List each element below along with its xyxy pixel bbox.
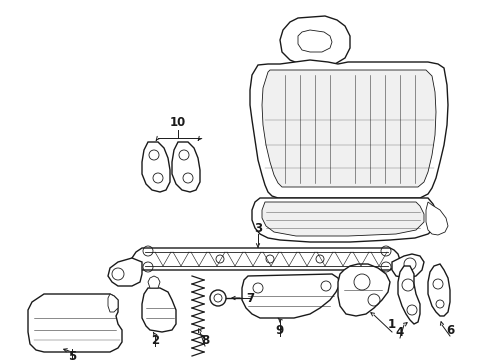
Polygon shape xyxy=(142,288,176,332)
Polygon shape xyxy=(132,248,399,270)
Polygon shape xyxy=(142,142,170,192)
Polygon shape xyxy=(262,70,435,187)
Polygon shape xyxy=(427,264,449,316)
Text: 1: 1 xyxy=(387,319,395,332)
Polygon shape xyxy=(28,294,122,352)
Text: 4: 4 xyxy=(395,325,403,338)
Polygon shape xyxy=(262,202,423,236)
Polygon shape xyxy=(251,198,437,242)
Polygon shape xyxy=(397,266,419,324)
Polygon shape xyxy=(337,264,389,316)
Polygon shape xyxy=(425,202,447,235)
Polygon shape xyxy=(391,254,423,278)
Polygon shape xyxy=(172,142,200,192)
Text: 6: 6 xyxy=(445,324,453,337)
Text: 7: 7 xyxy=(245,292,254,305)
Polygon shape xyxy=(249,60,447,198)
Polygon shape xyxy=(242,274,339,318)
Polygon shape xyxy=(297,30,331,52)
Text: 10: 10 xyxy=(169,116,186,129)
Text: 5: 5 xyxy=(68,350,76,360)
Polygon shape xyxy=(108,258,142,286)
Polygon shape xyxy=(280,16,349,66)
Text: 3: 3 xyxy=(253,221,262,234)
Text: 9: 9 xyxy=(275,324,284,337)
Polygon shape xyxy=(148,276,160,288)
Text: 8: 8 xyxy=(201,333,209,346)
Polygon shape xyxy=(108,294,118,312)
Text: 2: 2 xyxy=(151,333,159,346)
